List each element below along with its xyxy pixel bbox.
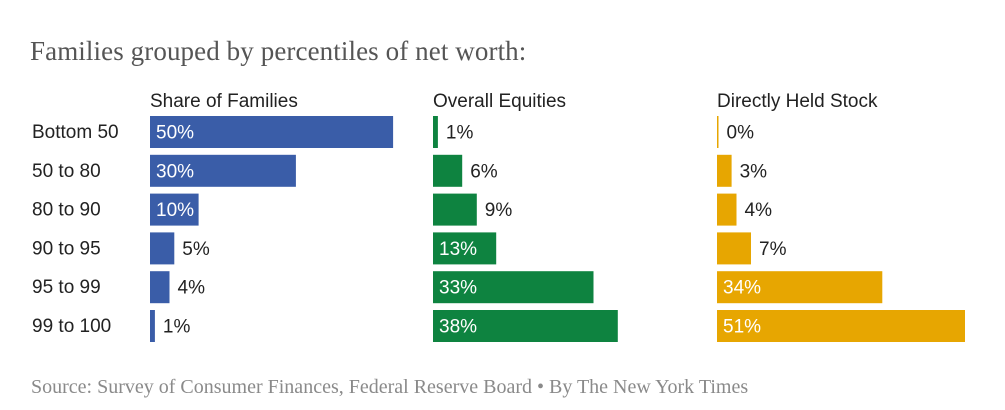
data-label: 9% [485, 200, 513, 221]
bar [150, 232, 175, 265]
bar [433, 310, 618, 342]
data-label: 50% [156, 123, 194, 144]
bar [150, 154, 296, 187]
category-label: 80 to 90 [32, 200, 101, 221]
data-label: 4% [745, 200, 773, 221]
data-label: 5% [182, 239, 210, 260]
bar [717, 154, 732, 187]
category-label: Bottom 50 [32, 122, 119, 143]
series-header: Overall Equities [433, 91, 566, 112]
data-label: 34% [723, 278, 761, 299]
category-label: 90 to 95 [32, 238, 101, 259]
bar [717, 116, 719, 148]
bar [433, 193, 477, 226]
data-label: 51% [723, 317, 761, 338]
series-header: Share of Families [150, 91, 298, 112]
bar [150, 271, 170, 304]
bar [717, 193, 737, 226]
bar [717, 310, 965, 342]
data-label: 1% [446, 123, 474, 144]
data-label: 1% [163, 317, 191, 338]
data-label: 33% [439, 278, 477, 299]
bar [150, 116, 394, 148]
chart-source: Source: Survey of Consumer Finances, Fed… [31, 376, 749, 398]
data-label: 6% [470, 161, 498, 182]
data-label: 7% [759, 239, 787, 260]
bar [717, 232, 751, 265]
bar [433, 271, 594, 304]
category-label: 99 to 100 [32, 316, 111, 337]
data-label: 4% [178, 278, 206, 299]
bar [150, 310, 155, 342]
bar [433, 232, 497, 265]
bar [717, 271, 883, 304]
bar [433, 154, 463, 187]
bar [433, 116, 438, 148]
category-label: 95 to 99 [32, 277, 101, 298]
data-label: 0% [727, 123, 755, 144]
data-label: 3% [740, 161, 768, 182]
data-label: 38% [439, 317, 477, 338]
data-label: 30% [156, 161, 194, 182]
bar [150, 193, 199, 226]
series-header: Directly Held Stock [717, 91, 878, 112]
chart-title: Families grouped by percentiles of net w… [30, 36, 527, 66]
data-label: 13% [439, 239, 477, 260]
data-label: 10% [156, 200, 194, 221]
category-label: 50 to 80 [32, 161, 101, 182]
